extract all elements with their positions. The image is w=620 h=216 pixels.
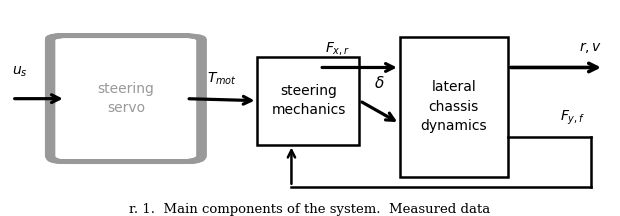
- Text: $u_s$: $u_s$: [12, 64, 27, 79]
- Bar: [400, 37, 508, 177]
- Text: $T_{mot}$: $T_{mot}$: [207, 70, 237, 87]
- Text: $F_{y,f}$: $F_{y,f}$: [560, 109, 585, 127]
- Text: $r, v$: $r, v$: [580, 40, 603, 56]
- Text: steering
mechanics: steering mechanics: [272, 84, 345, 118]
- Text: $F_{x,r}$: $F_{x,r}$: [326, 40, 351, 57]
- Text: r. 1.  Main components of the system.  Measured data: r. 1. Main components of the system. Mea…: [130, 203, 490, 216]
- Text: lateral
chassis
dynamics: lateral chassis dynamics: [420, 80, 487, 133]
- Text: steering
servo: steering servo: [97, 82, 154, 115]
- Bar: [257, 57, 360, 145]
- Text: $\delta$: $\delta$: [374, 75, 385, 91]
